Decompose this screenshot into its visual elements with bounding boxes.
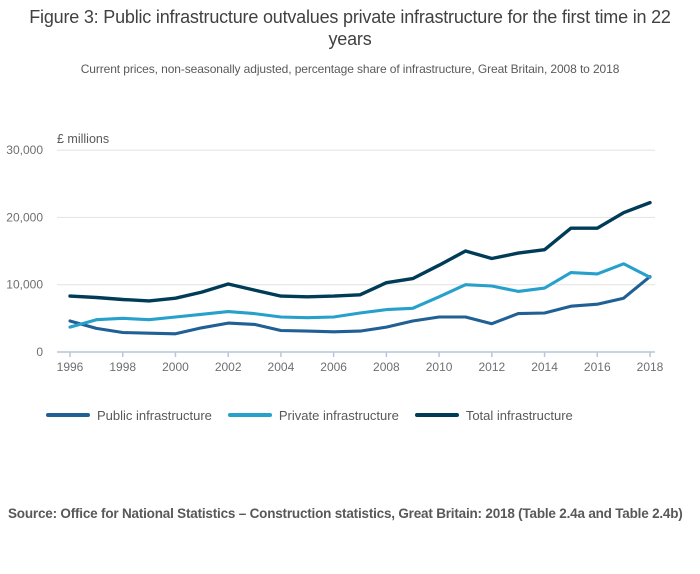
x-tick-label: 2010 [426, 360, 453, 374]
legend-label-public: Public infrastructure [97, 407, 212, 423]
y-tick-label: 10,000 [6, 278, 43, 292]
x-tick-label: 2012 [478, 360, 505, 374]
chart-legend: Public infrastructure Private infrastruc… [46, 406, 573, 424]
legend-item-public: Public infrastructure [46, 406, 212, 424]
legend-label-private: Private infrastructure [278, 407, 399, 423]
x-tick-label: 2000 [162, 360, 189, 374]
series-line-2 [68, 200, 652, 303]
legend-line-swatch-private [227, 413, 272, 417]
x-tick-label: 1998 [109, 360, 136, 374]
x-tick-label: 2006 [320, 360, 347, 374]
x-tick-label: 2018 [637, 360, 664, 374]
figure-subtitle: Current prices, non-seasonally adjusted,… [80, 62, 620, 76]
legend-label-total: Total infrastructure [465, 407, 573, 423]
y-tick-label: 30,000 [6, 143, 43, 157]
y-tick-label: 20,000 [6, 210, 43, 224]
figure-title: Figure 3: Public infrastructure outvalue… [29, 7, 671, 49]
y-axis-unit-label: £ millions [57, 132, 110, 146]
x-tick-label: 2004 [268, 360, 295, 374]
source-note: Source: Office for National Statistics –… [8, 506, 683, 521]
legend-line-swatch-public [46, 413, 90, 417]
x-tick-label: 1996 [57, 360, 84, 374]
series-line-1 [68, 262, 652, 329]
legend-item-total: Total infrastructure [414, 406, 573, 424]
x-tick-label: 2008 [373, 360, 400, 374]
legend-line-swatch-total [414, 413, 459, 417]
legend-item-private: Private infrastructure [227, 406, 399, 424]
x-tick-label: 2016 [584, 360, 611, 374]
series-line-0 [68, 275, 652, 336]
x-tick-label: 2014 [531, 360, 558, 374]
y-tick-label: 0 [36, 345, 43, 359]
x-tick-label: 2002 [215, 360, 242, 374]
line-chart-canvas: 0 10,000 20,000 30,000 1996 1998 2000 2002 2004 2… [6, 143, 664, 374]
